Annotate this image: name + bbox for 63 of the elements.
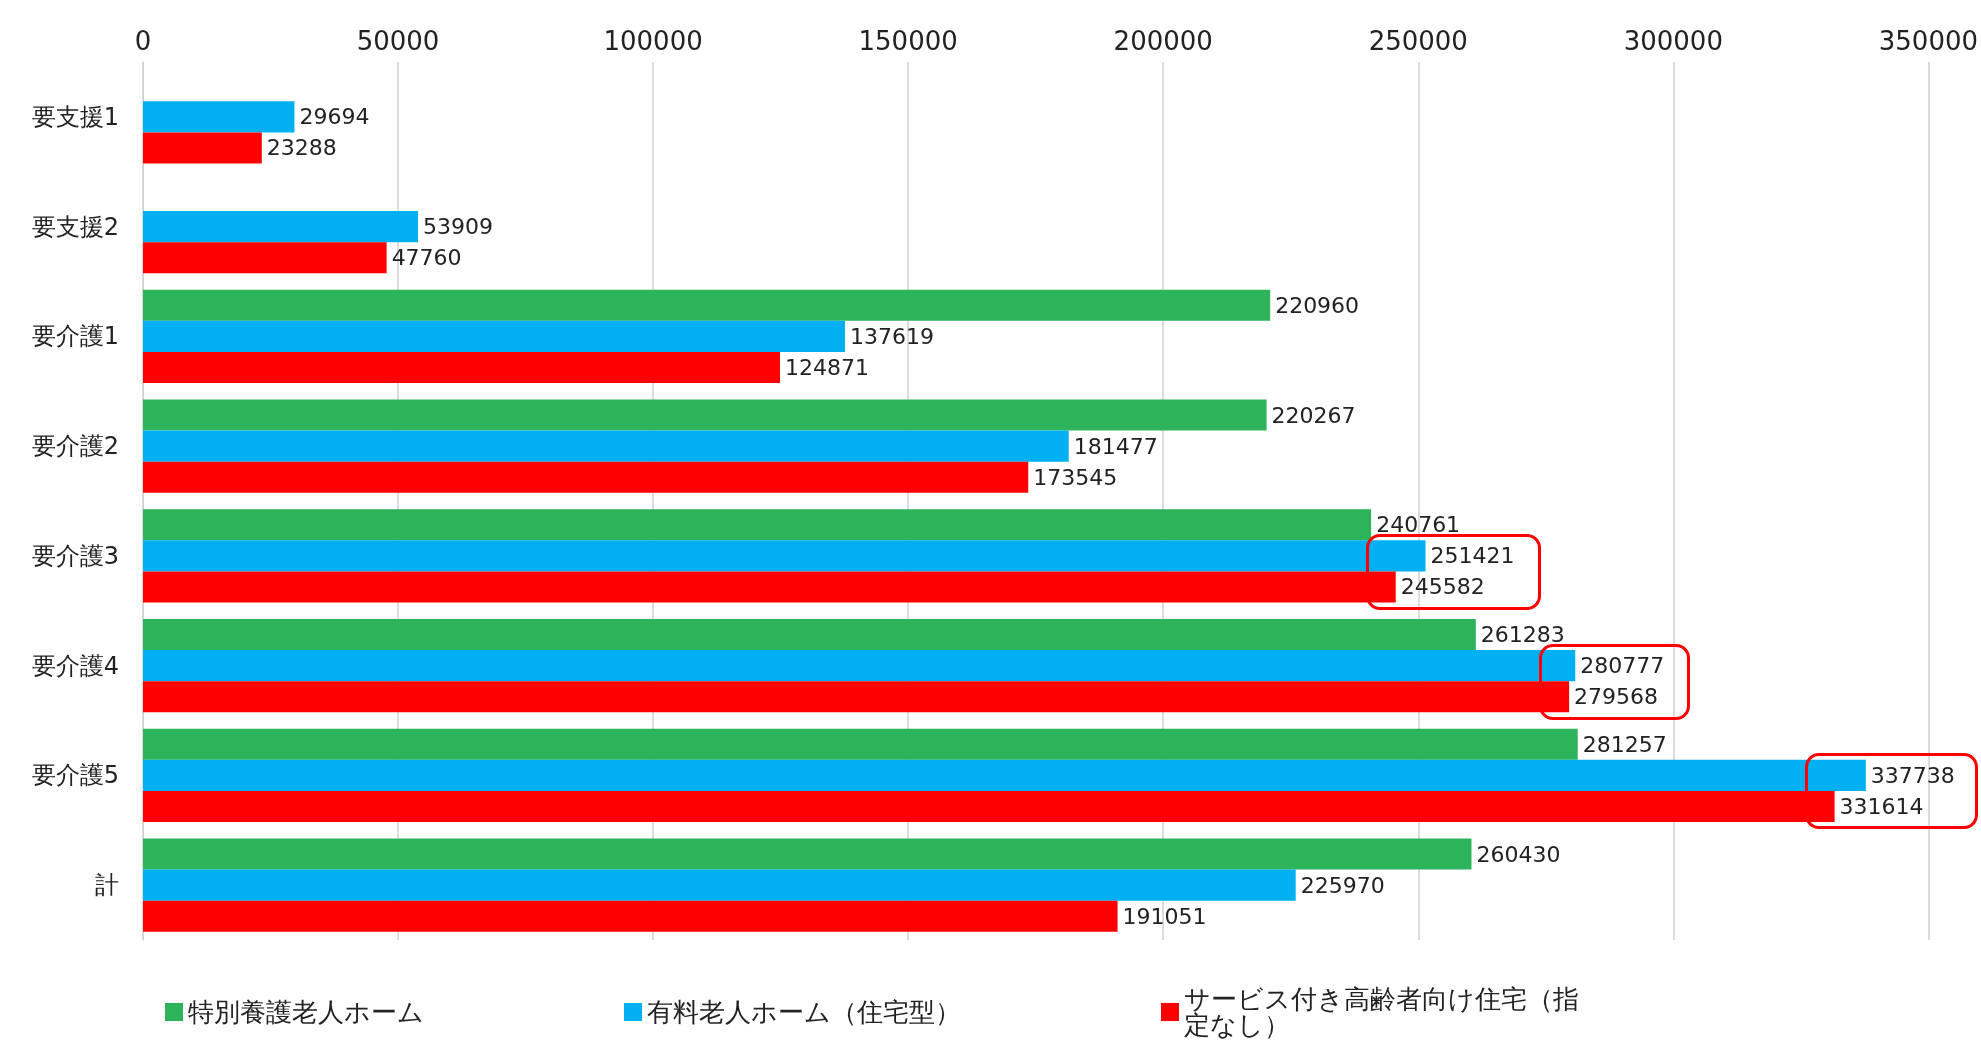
bar xyxy=(143,540,1426,572)
data-label: 53909 xyxy=(422,214,493,240)
y-tick-label: 要介護5 xyxy=(31,761,119,790)
data-label: 220267 xyxy=(1271,402,1356,428)
x-tick-label: 50000 xyxy=(356,26,440,56)
bar xyxy=(143,790,1835,823)
data-label: 220960 xyxy=(1275,292,1360,318)
bar xyxy=(143,320,845,352)
data-label: 225970 xyxy=(1300,872,1385,898)
bar xyxy=(143,869,1296,901)
data-label: 23288 xyxy=(266,135,337,161)
legend-label: 有料老人ホーム（住宅型） xyxy=(647,997,961,1027)
x-tick-label: 300000 xyxy=(1623,26,1723,56)
data-label: 173545 xyxy=(1033,464,1118,490)
data-label: 245582 xyxy=(1400,574,1485,600)
bar xyxy=(143,101,295,133)
bar xyxy=(143,509,1372,541)
bar xyxy=(143,681,1570,713)
bar xyxy=(143,351,780,384)
bar xyxy=(143,399,1267,431)
bar xyxy=(143,289,1271,321)
bar xyxy=(143,900,1118,932)
y-tick-label: 要介護4 xyxy=(31,651,119,680)
y-tick-label: 計 xyxy=(95,871,119,900)
y-tick-label: 要介護2 xyxy=(31,432,119,461)
data-label: 47760 xyxy=(391,245,462,271)
data-label: 124871 xyxy=(784,354,869,380)
data-label: 191051 xyxy=(1122,903,1207,929)
x-tick-label: 250000 xyxy=(1368,26,1468,56)
bar xyxy=(143,838,1472,870)
data-label: 281257 xyxy=(1582,731,1667,757)
legend-label: サービス付き高齢者向け住宅（指定なし） xyxy=(1184,984,1579,1040)
data-label: 181477 xyxy=(1073,433,1158,459)
data-label: 331614 xyxy=(1839,793,1924,819)
x-tick-label: 350000 xyxy=(1878,26,1979,56)
bar xyxy=(143,211,418,243)
y-tick-label: 要介護1 xyxy=(31,322,119,351)
y-tick-label: 要支援2 xyxy=(31,212,119,241)
x-tick-label: 200000 xyxy=(1113,26,1213,56)
bar xyxy=(143,461,1029,493)
data-label: 260430 xyxy=(1476,841,1561,867)
bar xyxy=(143,571,1396,603)
bar xyxy=(143,242,387,274)
y-tick-label: 要支援1 xyxy=(31,102,119,131)
bar xyxy=(143,650,1576,682)
data-label: 280777 xyxy=(1580,653,1665,679)
bar xyxy=(143,132,262,164)
data-label: 261283 xyxy=(1480,622,1565,648)
y-tick-label: 要介護3 xyxy=(31,541,119,570)
bar xyxy=(143,728,1578,760)
x-tick-label: 150000 xyxy=(858,26,958,56)
legend-label: 特別養護老人ホーム xyxy=(188,997,424,1027)
data-label: 240761 xyxy=(1376,512,1461,538)
x-tick-label: 0 xyxy=(134,26,152,56)
data-label: 251421 xyxy=(1430,543,1515,569)
bar xyxy=(143,618,1476,651)
data-label: 137619 xyxy=(850,323,934,349)
data-label: 337738 xyxy=(1870,762,1955,788)
data-label: 279568 xyxy=(1574,684,1659,710)
bar xyxy=(143,430,1069,462)
data-label: 29694 xyxy=(299,104,370,130)
x-tick-label: 100000 xyxy=(603,26,703,56)
bar xyxy=(143,759,1866,791)
